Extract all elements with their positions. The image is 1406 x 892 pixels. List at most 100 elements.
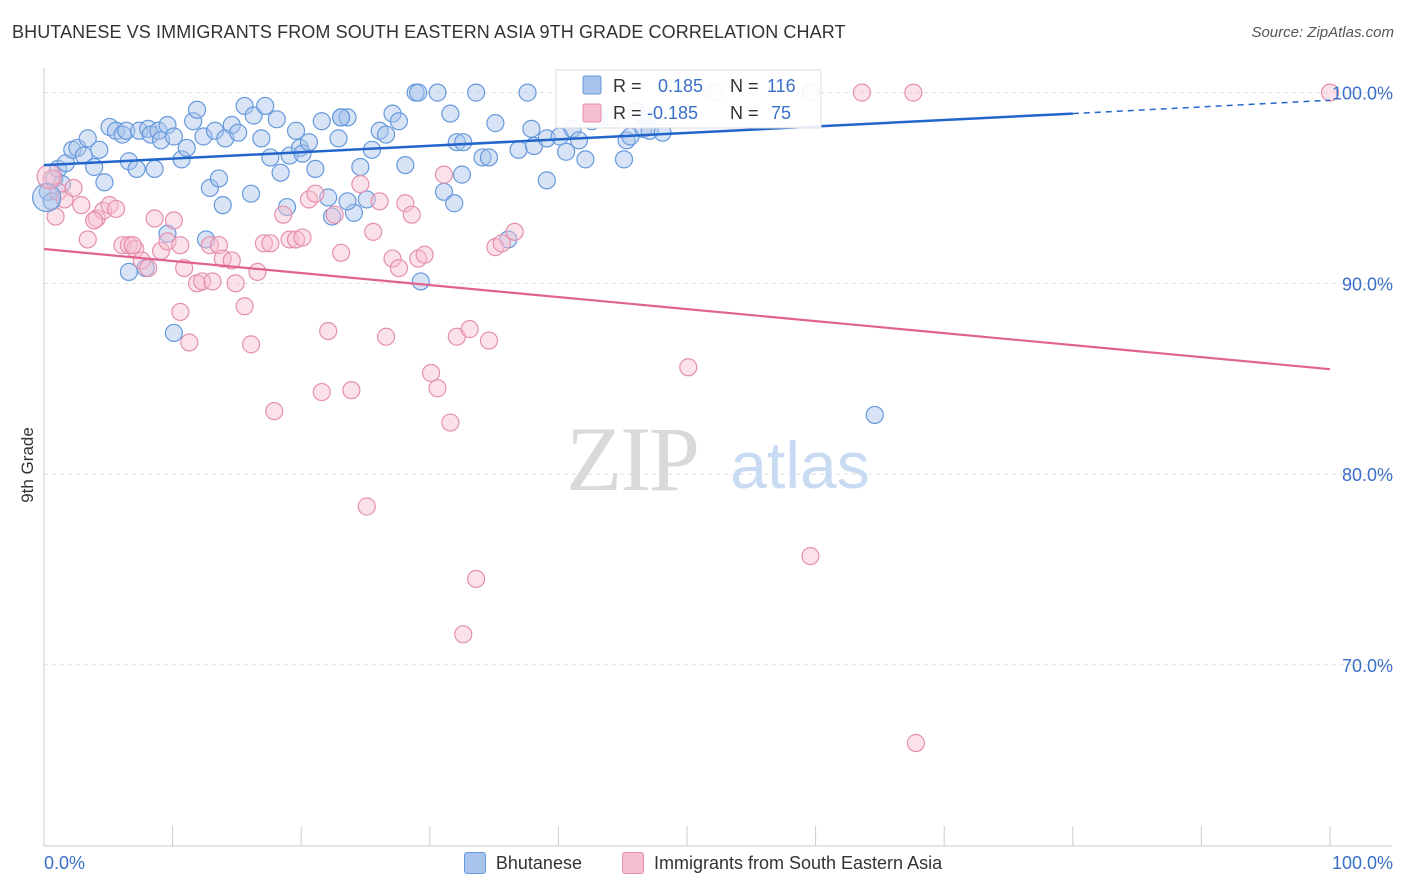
point-immigrants [209,236,228,255]
point-bhutanese [509,140,528,159]
point-immigrants [492,234,511,253]
trend-line-immigrants [43,247,1331,371]
gridlines [44,92,1392,666]
point-immigrants [454,625,473,644]
point-immigrants [351,175,370,194]
stats-legend: R = 0.185 N = 116 R = -0.185 N = 75 [555,69,822,129]
point-bhutanese [338,192,357,211]
legend-item-immigrants: Immigrants from South Eastern Asia [621,852,942,874]
point-immigrants [466,569,486,589]
point-bhutanese [447,133,466,152]
trend-lines [43,99,1331,371]
chart-title: BHUTANESE VS IMMIGRANTS FROM SOUTH EASTE… [12,22,846,42]
point-immigrants [248,262,267,281]
point-immigrants [123,236,142,255]
y-axis-label: 9th Grade [18,427,37,503]
point-immigrants [906,733,926,753]
point-bhutanese [164,127,183,146]
point-bhutanese [213,196,232,215]
point-immigrants [325,205,344,224]
source-credit: Source: ZipAtlas.com [1251,24,1394,41]
point-immigrants [226,274,245,293]
point-immigrants [342,381,361,400]
point-bhutanese [306,159,325,179]
point-bhutanese [441,104,460,123]
x-tick-label-max: 100.0% [1332,853,1393,873]
point-bhutanese [486,114,505,133]
point-immigrants [376,327,396,346]
point-bhutanese [271,163,290,182]
axes [43,68,1392,847]
point-immigrants [319,321,338,341]
point-bhutanese [351,157,370,177]
point-bhutanese [576,150,595,169]
point-immigrants [383,249,402,268]
point-immigrants [306,184,325,203]
point-immigrants [171,236,190,255]
y-tick-label: 80.0% [1342,465,1393,485]
point-immigrants [64,178,83,198]
point-immigrants [235,297,254,316]
point-immigrants [85,211,104,230]
point-bhutanese [241,184,261,203]
point-bhutanese [286,121,306,140]
point-bhutanese [557,142,576,161]
point-immigrants [312,382,331,402]
point-immigrants [171,302,190,322]
point-bhutanese [473,148,492,167]
point-bhutanese [479,148,499,167]
point-immigrants [434,165,454,184]
point-bhutanese [522,119,541,138]
point-immigrants [357,497,376,516]
point-bhutanese [261,148,280,167]
point-bhutanese [383,104,402,123]
point-bhutanese [158,115,177,135]
y-tick-label: 70.0% [1342,656,1393,676]
point-immigrants [852,83,871,102]
point-bhutanese [466,83,486,102]
y-tick-labels: 100.0% 90.0% 80.0% 70.0% [1332,84,1393,676]
point-immigrants [331,243,351,262]
point-bhutanese [205,121,225,140]
x-tick-labels: 0.0% 100.0% [44,853,1393,873]
point-bhutanese [569,131,589,150]
point-bhutanese [127,159,146,179]
point-bhutanese [164,323,183,343]
point-immigrants [479,331,499,350]
point-immigrants [274,205,293,224]
point-bhutanese [344,203,364,222]
point-immigrants [139,258,158,278]
legend-r-label-2: R = [613,103,642,123]
legend-n-label-1: N = [730,76,759,96]
legend-r-value-2: -0.185 [647,103,698,123]
point-bhutanese [329,129,348,148]
point-immigrants [679,358,698,377]
point-immigrants [364,222,383,241]
point-bhutanese [267,110,286,129]
series-legend: Bhutanese Immigrants from South Eastern … [0,852,1406,874]
point-bhutanese [209,169,228,188]
point-immigrants [441,413,460,432]
legend-n-value-2: 75 [771,103,791,123]
point-bhutanese [117,121,136,140]
point-immigrants [164,211,183,230]
point-bhutanese [322,207,342,226]
point-immigrants [261,234,280,253]
point-immigrants [421,363,441,383]
point-bhutanese [252,129,271,148]
point-bhutanese [452,165,472,184]
point-bhutanese [411,272,430,291]
point-immigrants [180,333,199,352]
point-bhutanese [338,108,357,127]
point-immigrants [505,222,524,241]
point-immigrants [265,402,284,421]
point-bhutanese [409,83,428,102]
point-immigrants [254,234,274,253]
legend-n-value-1: 116 [767,76,796,96]
point-bhutanese [184,112,203,131]
trend-line-bhutanese-extension [1072,99,1331,115]
point-immigrants [370,192,389,211]
point-bhutanese [130,121,149,140]
point-bhutanese [454,133,473,152]
point-bhutanese [331,108,351,127]
